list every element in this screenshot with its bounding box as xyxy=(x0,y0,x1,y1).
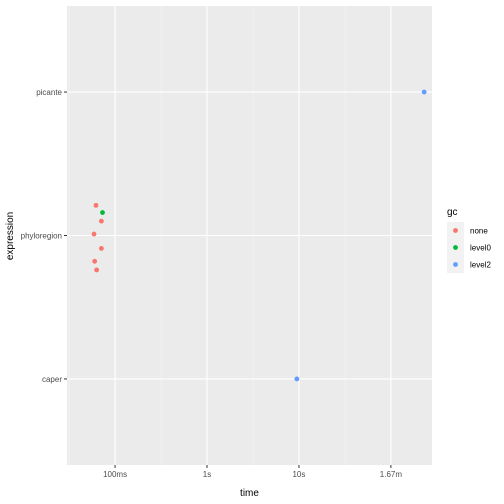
data-point-none xyxy=(98,246,104,251)
y-tick-label: picante xyxy=(36,88,62,97)
points xyxy=(91,89,427,382)
data-point-level0 xyxy=(100,210,105,215)
legend-label-level0: level0 xyxy=(470,244,491,253)
legend-label-none: none xyxy=(470,227,488,236)
legend-swatch-level2 xyxy=(453,262,458,267)
data-point-none xyxy=(91,231,97,237)
x-tick-label: 1.67m xyxy=(380,470,403,479)
x-axis: 100ms 1s 10s 1.67m xyxy=(103,465,402,479)
x-tick-label: 10s xyxy=(292,470,305,479)
data-point-none xyxy=(94,267,100,273)
y-axis-title: expression xyxy=(5,212,16,260)
legend-label-level2: level2 xyxy=(470,261,491,270)
y-tick-label: phyloregion xyxy=(21,232,62,241)
x-tick-label: 100ms xyxy=(103,470,127,479)
data-point-level2 xyxy=(294,376,300,382)
y-tick-label: caper xyxy=(42,375,62,384)
legend-swatch-level0 xyxy=(453,245,458,250)
legend-title: gc xyxy=(447,207,458,218)
data-point-none xyxy=(92,258,98,264)
grid xyxy=(67,6,432,465)
y-axis: caper phyloregion picante xyxy=(21,88,67,384)
data-point-none xyxy=(98,218,104,224)
legend: gc none level0 level2 xyxy=(447,207,491,273)
x-tick-label: 1s xyxy=(203,470,211,479)
legend-swatch-none xyxy=(453,228,458,233)
data-point-level2 xyxy=(421,89,427,95)
x-axis-title: time xyxy=(240,488,259,499)
data-point-none xyxy=(93,202,99,208)
